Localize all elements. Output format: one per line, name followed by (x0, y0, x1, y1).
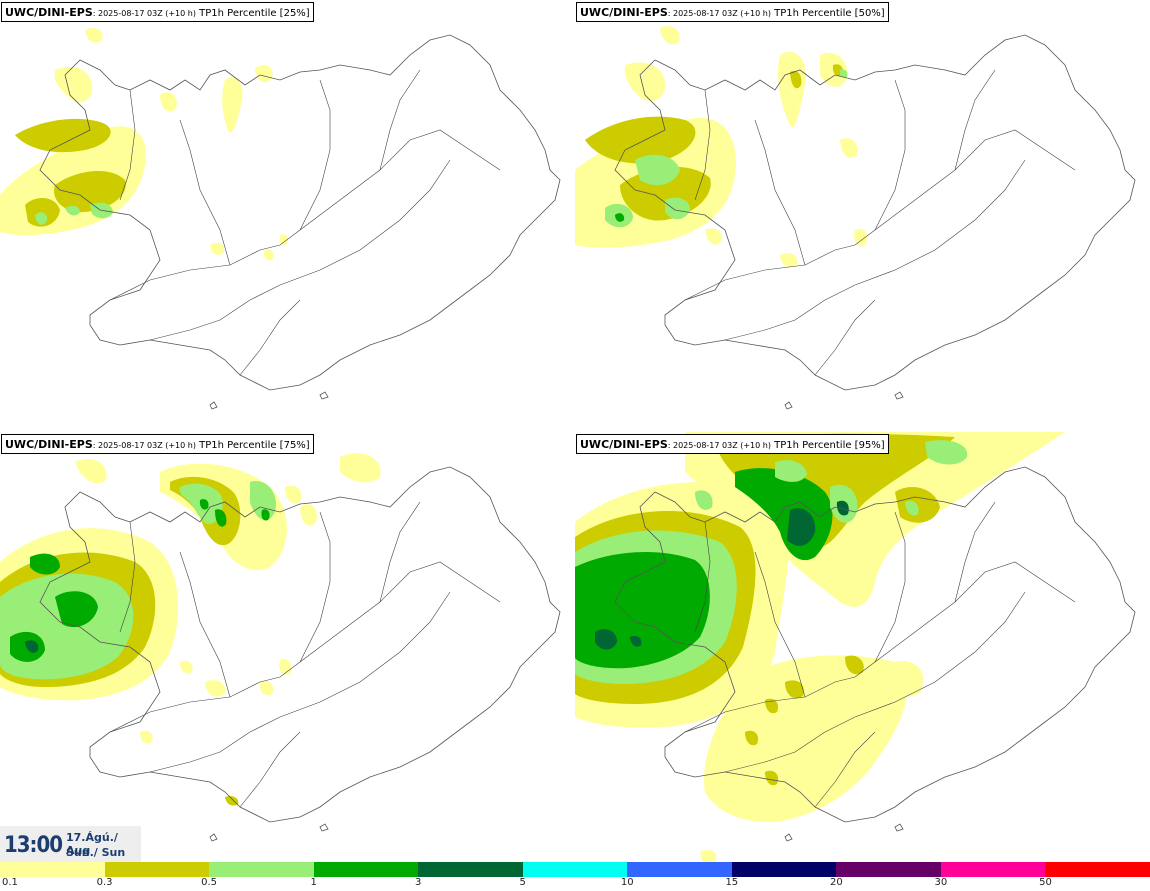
variable-name: TP1h Percentile [95%] (770, 440, 885, 451)
precip-field (575, 26, 868, 268)
run-info: : 2025-08-17 03Z (+10 h) (92, 441, 196, 450)
precip-field (0, 28, 289, 261)
map-panel-p75: UWC/DINI-EPS: 2025-08-17 03Z (+10 h) TP1… (0, 432, 575, 864)
panel-title: UWC/DINI-EPS: 2025-08-17 03Z (+10 h) TP1… (1, 2, 314, 22)
valid-time-box: 13:00 17.Ágú./ Aug Sun./ Sun (0, 826, 141, 862)
panel-title: UWC/DINI-EPS: 2025-08-17 03Z (+10 h) TP1… (576, 2, 889, 22)
model-name: UWC/DINI-EPS (580, 438, 668, 451)
color-scale-tick-label: 20 (829, 877, 843, 888)
color-scale-segment (209, 862, 314, 877)
precip-field (0, 453, 381, 806)
color-scale-segment (627, 862, 732, 877)
road-network (109, 69, 501, 376)
valid-day: Sun./ Sun (66, 846, 126, 859)
precip-map-p75 (0, 453, 561, 842)
map-panel-p95: UWC/DINI-EPS: 2025-08-17 03Z (+10 h) TP1… (575, 432, 1150, 864)
panel-title: UWC/DINI-EPS: 2025-08-17 03Z (+10 h) TP1… (1, 434, 314, 454)
color-scale-tick-label: 5 (519, 877, 526, 888)
precip-field (575, 432, 1065, 864)
color-scale-segment (313, 862, 419, 877)
road-network (684, 501, 1076, 808)
color-scale-tick-label: 30 (934, 877, 948, 888)
precip-map-p95 (575, 432, 1136, 864)
model-name: UWC/DINI-EPS (5, 6, 93, 19)
color-scale-tick-label: 10 (620, 877, 634, 888)
color-scale-tick-label: 1 (310, 877, 317, 888)
precip-color-scale: 0.1 0.3 0.5 1 3 5 10 15 20 30 50 (0, 862, 1150, 891)
precip-map-p25 (0, 28, 561, 410)
color-scale-segment (418, 862, 523, 877)
color-scale-segment (1045, 862, 1150, 877)
map-panel-p50: UWC/DINI-EPS: 2025-08-17 03Z (+10 h) TP1… (575, 0, 1150, 432)
model-name: UWC/DINI-EPS (580, 6, 668, 19)
iceland-coastline (39, 34, 561, 410)
map-panel-p25: UWC/DINI-EPS: 2025-08-17 03Z (+10 h) TP1… (0, 0, 575, 432)
variable-name: TP1h Percentile [50%] (770, 8, 885, 19)
valid-date: 17.Ágú./ Aug (66, 831, 118, 857)
valid-time: 13:00 (4, 833, 63, 858)
panel-title: UWC/DINI-EPS: 2025-08-17 03Z (+10 h) TP1… (576, 434, 889, 454)
model-name: UWC/DINI-EPS (5, 438, 93, 451)
precip-map-p50 (575, 26, 1136, 410)
run-info: : 2025-08-17 03Z (+10 h) (667, 441, 771, 450)
iceland-coastline (614, 34, 1136, 410)
color-scale-tick-label: 0.5 (201, 877, 218, 888)
variable-name: TP1h Percentile [25%] (195, 8, 310, 19)
run-info: : 2025-08-17 03Z (+10 h) (92, 9, 196, 18)
color-scale-segment (0, 862, 105, 877)
color-scale-segment (836, 862, 941, 877)
color-scale-segment (104, 862, 210, 877)
road-network (109, 501, 501, 808)
color-scale-tick-label: 50 (1039, 877, 1052, 888)
color-scale-tick-label: 15 (725, 877, 739, 888)
color-scale-segment (522, 862, 628, 877)
iceland-coastline (39, 466, 561, 842)
road-network (684, 69, 1076, 376)
color-scale-tick-label: 0.3 (96, 877, 113, 888)
color-scale-tick-label: 3 (414, 877, 422, 888)
color-scale-segment (940, 862, 1046, 877)
color-scale-tick-label: 0.1 (2, 877, 18, 888)
run-info: : 2025-08-17 03Z (+10 h) (667, 9, 771, 18)
iceland-coastline (614, 466, 1136, 842)
variable-name: TP1h Percentile [75%] (195, 440, 310, 451)
color-scale-segment (731, 862, 837, 877)
color-scale-bar (0, 862, 1150, 877)
